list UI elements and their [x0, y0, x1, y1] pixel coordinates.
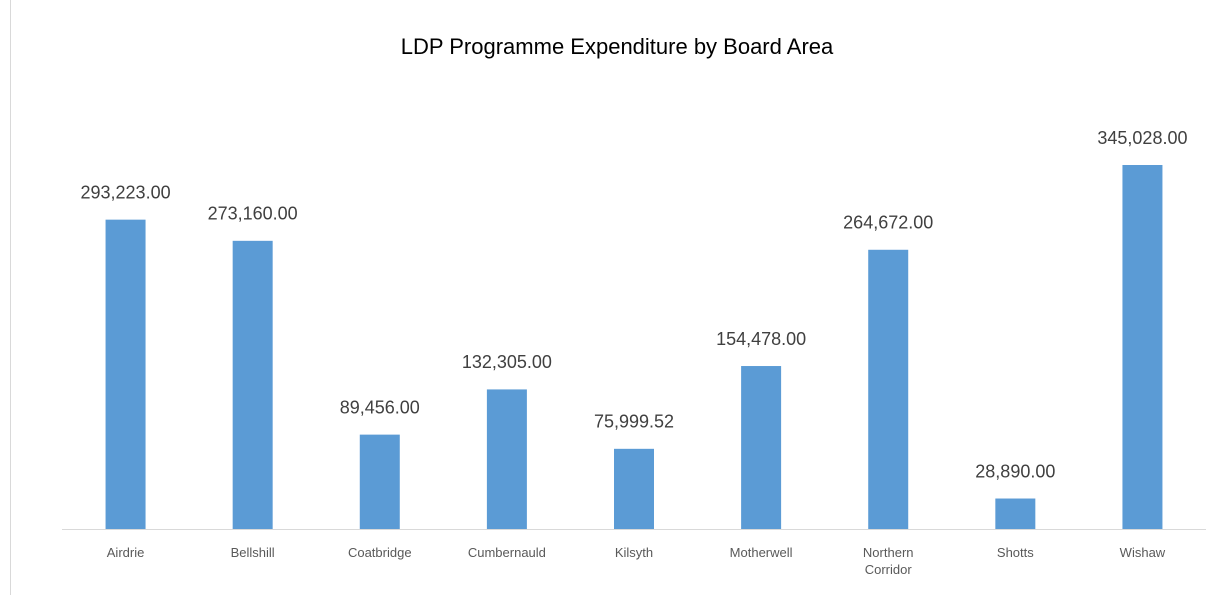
x-tick-label: Northern Corridor [862, 545, 914, 577]
bar [995, 498, 1036, 529]
bar [359, 434, 400, 529]
value-label: 154,478.00 [716, 329, 806, 349]
value-label: 264,672.00 [843, 213, 933, 233]
x-tick-label: Motherwell [729, 545, 793, 560]
bar [614, 448, 654, 529]
bar [868, 249, 909, 529]
value-label: 89,456.00 [340, 397, 420, 417]
value-label: 345,028.00 [1097, 128, 1187, 148]
value-label: 28,890.00 [975, 461, 1055, 481]
bar [232, 240, 273, 529]
value-label: 273,160.00 [208, 204, 298, 224]
x-tick-label: Kilsyth [614, 545, 654, 560]
bar [105, 219, 146, 529]
value-label: 293,223.00 [81, 182, 171, 202]
x-tick-label: Coatbridge [347, 545, 412, 560]
bar [741, 366, 782, 529]
x-tick-label: Airdrie [106, 545, 145, 560]
x-tick-label: Shotts [996, 545, 1034, 560]
bar [486, 389, 527, 529]
x-tick-label: Wishaw [1119, 545, 1166, 560]
x-tick-label: Bellshill [230, 545, 275, 560]
bar [1122, 165, 1163, 529]
value-label: 75,999.52 [594, 412, 674, 432]
x-tick-label: Cumbernauld [467, 545, 546, 560]
value-label: 132,305.00 [462, 352, 552, 372]
chart-title: LDP Programme Expenditure by Board Area [401, 34, 834, 59]
